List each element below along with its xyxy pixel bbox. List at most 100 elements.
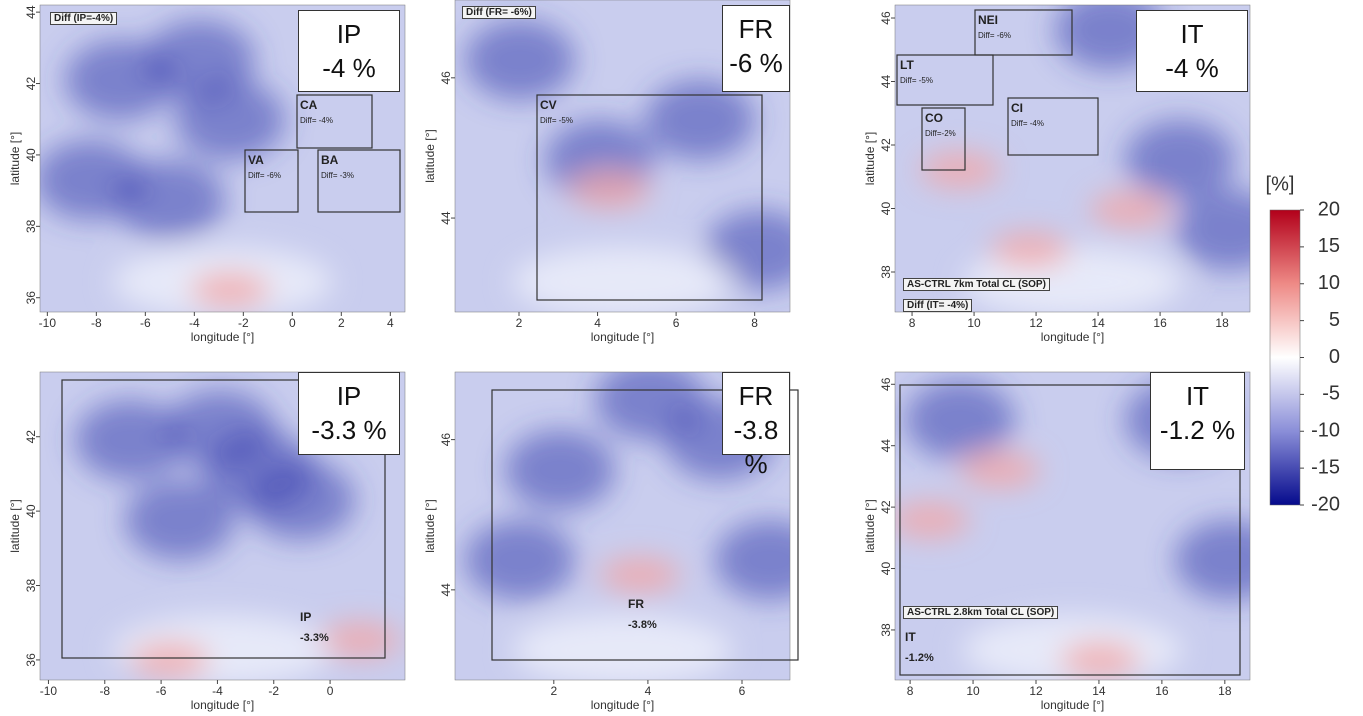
negative-anomaly xyxy=(505,430,615,510)
subregion-name: FR xyxy=(628,597,644,611)
subregion-diff: Diff= -5% xyxy=(900,76,933,85)
x-tick-label: 10 xyxy=(966,684,980,698)
subregion-diff: Diff= -6% xyxy=(248,171,281,180)
plot-frame xyxy=(454,0,791,313)
positive-anomaly xyxy=(600,557,680,593)
x-tick-label: -4 xyxy=(189,316,200,330)
subregion-box xyxy=(317,149,401,213)
x-axis-label: longitude [°] xyxy=(191,698,255,712)
x-tick-label: 8 xyxy=(751,316,758,330)
y-tick-label: 44 xyxy=(439,583,453,597)
map-field xyxy=(455,372,790,680)
value-box: FR -3.8 % xyxy=(722,372,790,479)
annotation: AS-CTRL 7km Total CL (SOP) xyxy=(903,278,1050,291)
value-box: FR -6 % xyxy=(722,5,790,92)
x-tick-label: 2 xyxy=(338,316,345,330)
subregion-name: LT xyxy=(900,58,914,72)
x-tick-label: -2 xyxy=(268,684,279,698)
x-tick-label: 6 xyxy=(673,316,680,330)
plot-frame xyxy=(894,371,1251,681)
region-label: FR xyxy=(738,14,774,44)
subregion-name: CV xyxy=(540,98,557,112)
y-tick-label: 36 xyxy=(24,291,38,305)
y-tick-label: 38 xyxy=(24,579,38,593)
y-tick-label: 42 xyxy=(24,77,38,91)
negative-anomaly xyxy=(75,400,185,480)
positive-anomaly xyxy=(960,452,1040,488)
map-shading xyxy=(465,20,790,312)
y-tick-label: 42 xyxy=(879,138,893,152)
x-tick-label: -6 xyxy=(156,684,167,698)
plot-frame xyxy=(894,4,1251,313)
x-tick-label: 4 xyxy=(387,316,394,330)
map-field xyxy=(455,0,790,312)
subregion-box xyxy=(296,94,373,149)
x-tick-label: 2 xyxy=(550,684,557,698)
subregion-diff: Diff= -6% xyxy=(978,31,1011,40)
region-value: -4 % xyxy=(322,53,376,83)
x-tick-label: 4 xyxy=(645,684,652,698)
subregion-box xyxy=(1007,97,1099,156)
y-tick-label: 46 xyxy=(879,377,893,391)
subregion-name: CO xyxy=(925,111,943,125)
x-tick-label: 18 xyxy=(1215,316,1229,330)
x-axis-label: longitude [°] xyxy=(1041,698,1105,712)
subregion-diff: Diff= -4% xyxy=(1011,119,1044,128)
y-axis-label: latitude [°] xyxy=(423,499,437,553)
x-tick-label: 8 xyxy=(907,684,914,698)
positive-anomaly xyxy=(990,232,1070,268)
subregion-diff: -3.8% xyxy=(628,619,657,631)
x-tick-label: 0 xyxy=(289,316,296,330)
x-axis-label: longitude [°] xyxy=(591,330,655,344)
y-tick-label: 46 xyxy=(879,11,893,25)
subregion-box xyxy=(974,9,1073,56)
positive-anomaly xyxy=(895,502,970,538)
negative-anomaly xyxy=(175,80,285,160)
y-tick-label: 38 xyxy=(24,219,38,233)
y-tick-label: 44 xyxy=(879,439,893,453)
region-label: IP xyxy=(336,381,362,411)
region-value: -3.8 % xyxy=(733,415,779,479)
subregion-name: BA xyxy=(321,153,339,167)
x-tick-label: 16 xyxy=(1155,684,1169,698)
y-tick-label: 38 xyxy=(879,265,893,279)
colorbar-tick-label: 20 xyxy=(1318,198,1340,220)
y-axis-label: latitude [°] xyxy=(863,499,877,553)
y-tick-label: 42 xyxy=(879,500,893,514)
colorbar-tick-label: 15 xyxy=(1318,235,1340,257)
negative-anomaly xyxy=(465,20,575,100)
positive-anomaly xyxy=(320,622,400,658)
annotation: Diff (IT= -4%) xyxy=(903,299,973,312)
x-tick-label: -10 xyxy=(40,684,58,698)
light-area xyxy=(512,615,733,680)
plot-frame xyxy=(39,371,406,681)
negative-anomaly xyxy=(125,480,235,560)
y-tick-label: 44 xyxy=(439,211,453,225)
x-tick-label: 12 xyxy=(1029,684,1043,698)
subregion-name: IT xyxy=(905,630,916,644)
y-tick-label: 40 xyxy=(24,148,38,162)
x-tick-label: 2 xyxy=(516,316,523,330)
subregion-name: CI xyxy=(1011,101,1023,115)
region-label: IT xyxy=(1180,19,1204,49)
x-tick-label: -8 xyxy=(91,316,102,330)
colorbar-tick-label: -15 xyxy=(1311,456,1340,478)
subregion-diff: Diff= -4% xyxy=(300,116,333,125)
annotation: AS-CTRL 2.8km Total CL (SOP) xyxy=(903,606,1059,619)
y-axis-label: latitude [°] xyxy=(8,499,22,553)
map-shading xyxy=(75,390,400,680)
subregion-box xyxy=(536,94,763,301)
x-axis-label: longitude [°] xyxy=(191,330,255,344)
negative-anomaly xyxy=(1125,120,1235,200)
positive-anomaly xyxy=(1060,642,1140,678)
subregion-diff: Diff= -3% xyxy=(321,171,354,180)
colorbar-tick-label: -5 xyxy=(1322,383,1340,405)
subregion-name: NEI xyxy=(978,13,999,27)
x-tick-label: 18 xyxy=(1218,684,1232,698)
y-axis-label: latitude [°] xyxy=(863,132,877,186)
positive-anomaly xyxy=(130,642,210,678)
y-tick-label: 44 xyxy=(24,5,38,19)
value-box: IP -3.3 % xyxy=(298,372,400,455)
subregion-diff: -1.2% xyxy=(905,652,934,664)
